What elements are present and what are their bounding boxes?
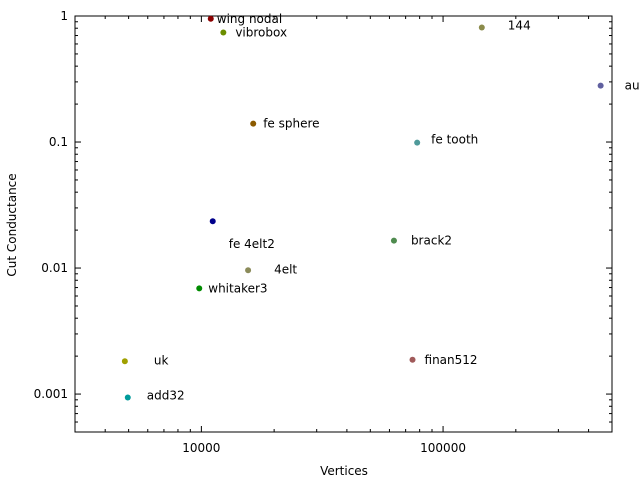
data-point-label: vibrobox bbox=[235, 25, 287, 39]
x-tick-label: 100000 bbox=[420, 441, 466, 455]
data-point-label: whitaker3 bbox=[208, 281, 267, 295]
data-point-label: uk bbox=[154, 353, 169, 367]
data-point bbox=[121, 358, 128, 365]
y-tick-label: 0.01 bbox=[41, 261, 68, 275]
data-point bbox=[250, 120, 257, 127]
data-point bbox=[245, 267, 252, 274]
data-point bbox=[597, 82, 604, 89]
data-point-label: brack2 bbox=[411, 234, 452, 248]
y-tick-label: 0.001 bbox=[34, 387, 68, 401]
data-point-label: finan512 bbox=[425, 353, 478, 367]
y-tick-label: 1 bbox=[60, 9, 68, 23]
y-axis-title: Cut Conductance bbox=[5, 173, 19, 276]
x-axis-title: Vertices bbox=[320, 464, 368, 478]
data-point bbox=[409, 356, 416, 363]
data-point bbox=[220, 29, 227, 36]
data-point-label: fe tooth bbox=[431, 133, 478, 147]
plot-frame bbox=[74, 15, 613, 433]
data-point-label: wing nodal bbox=[217, 12, 282, 26]
data-points bbox=[121, 15, 604, 401]
data-point-label: auto bbox=[625, 79, 640, 93]
data-point-label: 4elt bbox=[274, 262, 297, 276]
x-tick-label: 10000 bbox=[182, 441, 220, 455]
data-point bbox=[478, 24, 485, 31]
axis-ticks bbox=[74, 15, 613, 433]
data-point bbox=[196, 285, 203, 292]
data-point bbox=[207, 15, 214, 22]
axis-tick-labels: 10000 100000 1 0.1 0.01 0.001 bbox=[34, 9, 466, 455]
data-point bbox=[414, 139, 421, 146]
data-point bbox=[390, 237, 397, 244]
data-point-label: fe sphere bbox=[263, 117, 319, 131]
data-point bbox=[124, 394, 131, 401]
y-tick-label: 0.1 bbox=[49, 135, 68, 149]
data-point-label: add32 bbox=[147, 388, 185, 402]
data-point-label: 144 bbox=[508, 19, 531, 33]
data-point-label: fe 4elt2 bbox=[229, 237, 275, 251]
data-point bbox=[209, 218, 216, 225]
